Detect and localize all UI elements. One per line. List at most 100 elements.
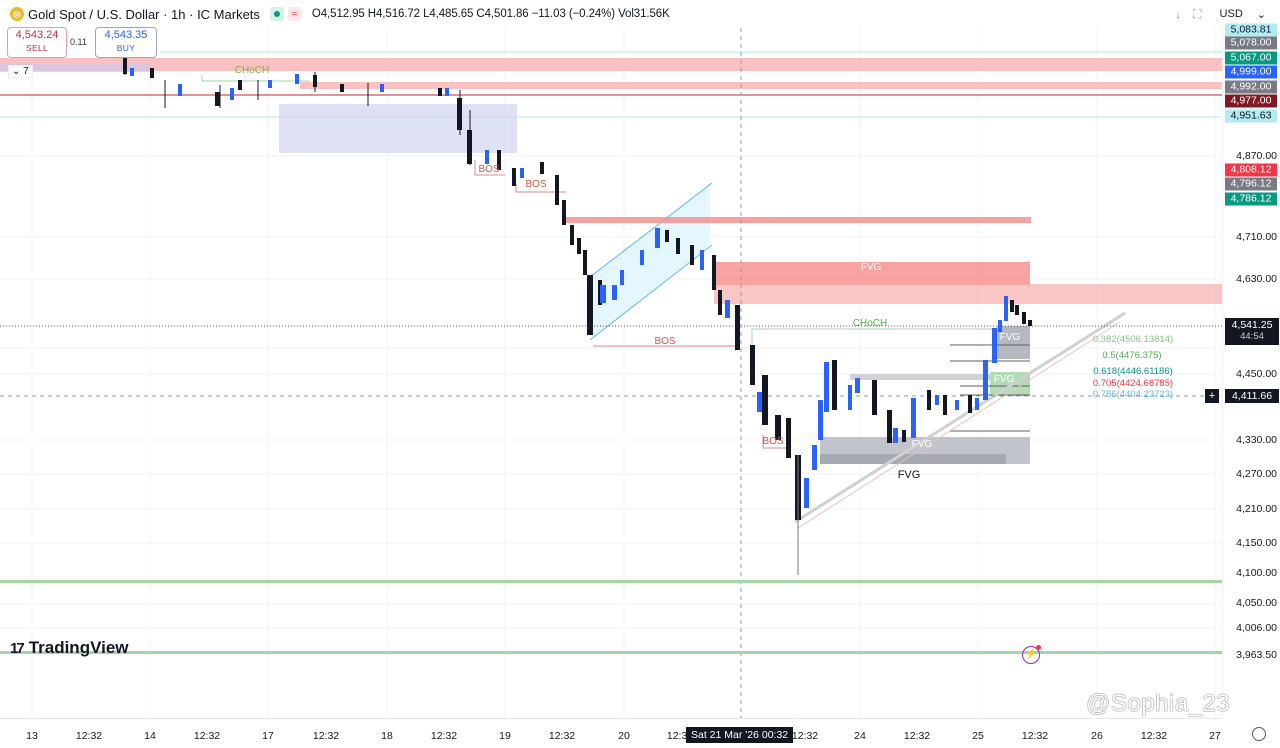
bos-label: BOS [762,436,783,447]
supply-zone-top [0,58,1222,71]
fvg-label: FVG [898,469,921,481]
time-tick: 12:32 [1021,730,1049,742]
time-tick: 20 [618,730,630,742]
time-tick: 12:32 [548,730,576,742]
svg-text:0.382(4506.13814): 0.382(4506.13814) [1093,334,1173,345]
price-tick: 3,963.50 [1236,649,1277,661]
svg-text:0.786(4404.23723): 0.786(4404.23723) [1093,389,1173,400]
grid-lines [0,28,1222,718]
fvg-big-red [714,262,1030,285]
ohlc-values: O4,512.95 H4,516.72 L4,485.65 C4,501.86 … [311,8,670,20]
settings-icon[interactable] [1252,727,1266,741]
sell-price: 4,543.24 [15,29,59,41]
fvg-label: FVG [912,439,933,450]
price-tag: 5,078.00 [1225,36,1277,50]
buy-button[interactable]: 4,543.35 BUY [95,27,157,58]
symbol-title[interactable]: Gold Spot / U.S. Dollar · 1h · IC Market… [28,6,260,22]
currency-select[interactable]: USD ⌄ [1214,8,1272,21]
price-tick: 4,630.00 [1236,273,1277,285]
time-tick: 12:32 [193,730,221,742]
time-tick: 12:32 [903,730,931,742]
price-tick: 4,270.00 [1236,468,1277,480]
chart-header: ◎ Gold Spot / U.S. Dollar · 1h · IC Mark… [0,0,1280,28]
time-tick: 12:32 [312,730,340,742]
bos-label: BOS [478,164,499,175]
time-tick: 25 [972,730,984,742]
orderblock-purple [279,104,517,153]
time-axis[interactable]: 13 12:32 14 12:32 17 12:32 18 12:32 19 1… [0,718,1222,748]
price-axis[interactable]: 5,083.81 5,078.00 5,067.00 4,999.00 4,99… [1205,23,1280,718]
choch-label: CHoCH [853,318,887,329]
crosshair-time-tag: Sat 21 Mar '26 00:32 [686,727,794,743]
svg-text:0.5(4476.375): 0.5(4476.375) [1102,350,1161,361]
currency-label: USD [1219,7,1243,20]
time-tick: 19 [499,730,511,742]
price-tick: 4,330.00 [1236,434,1277,446]
price-tag: 5,067.00 [1225,51,1277,65]
buy-price: 4,543.35 [104,29,148,41]
candles [123,58,1032,575]
fvg-gray-upper [997,326,1030,359]
time-tick: 13 [26,730,38,742]
lightning-alert-icon[interactable]: ⚡ [1022,645,1041,664]
fvg-light-red [714,284,1222,304]
support-level-4100 [0,580,1222,583]
fib-labels: 0.382(4506.13814) 0.5(4476.375) 0.618(44… [1093,334,1173,400]
price-tag: 4,951.63 [1225,109,1277,123]
price-tag: 4,808.12 [1225,163,1277,177]
price-tag: 4,796.12 [1225,177,1277,191]
fullscreen-icon[interactable]: ⛶ [1193,6,1202,21]
market-open-icon [269,7,284,21]
crosshair-price-tag: 4,411.66 [1225,389,1279,403]
price-tick: 4,050.00 [1236,597,1277,609]
price-tag: 4,786.12 [1225,192,1277,206]
bos-label: BOS [654,336,675,347]
top-right-toolbar: ↓ ⛶ USD ⌄ [1175,0,1280,28]
tradingview-logo: 17 TradingView [10,638,129,658]
time-tick: 12:32 [430,730,458,742]
fvg-label: FVG [861,262,882,273]
time-tick: 12:32 [75,730,103,742]
fvg-label: FVG [994,374,1015,385]
sell-label: SELL [26,43,48,53]
time-tick: 24 [854,730,866,742]
time-tick: 18 [381,730,393,742]
download-icon[interactable]: ↓ [1175,7,1182,21]
svg-text:0.618(4446.61186): 0.618(4446.61186) [1093,366,1173,377]
choch-label: CHoCH [235,65,269,76]
time-tick: 12:32 [1140,730,1168,742]
supply-zone-mid [300,82,1222,89]
sell-button[interactable]: 4,543.24 SELL [7,27,67,58]
time-tick: 12:32 [791,730,819,742]
price-chart[interactable]: CHoCH BOS BOS BOS BOS CHoCH FVG FVG FVG … [0,28,1222,718]
price-tick: 4,450.00 [1236,368,1277,380]
price-tick: 4,870.00 [1236,150,1277,162]
user-watermark: @Sophia_23 [1086,690,1231,717]
price-tag: 5,083.81 [1225,23,1277,37]
last-price: 4,541.25 [1231,319,1273,331]
candle-countdown: 44:54 [1240,331,1264,342]
tradingview-name: TradingView [28,638,129,657]
time-tick: 14 [144,730,156,742]
bos-label: BOS [525,179,546,190]
price-tick: 4,150.00 [1236,537,1277,549]
chevron-down-icon: ⌄ [1256,8,1266,21]
support-level-3963 [0,651,1222,654]
price-tag: 4,977.00 [1225,94,1277,108]
buy-label: BUY [116,43,136,53]
tradingview-mark-icon: 17 [10,639,25,657]
price-tick: 4,100.00 [1236,567,1277,579]
price-tick: 4,210.00 [1236,503,1277,515]
add-alert-icon[interactable]: + [1205,389,1219,403]
svg-text:0.705(4424.66785): 0.705(4424.66785) [1093,378,1173,389]
time-tick: 26 [1091,730,1103,742]
fvg-label: FVG [1000,332,1021,343]
indicators-collapse-toggle[interactable]: ⌄ 7 [8,65,33,78]
symbol-logo-icon: ◎ [10,7,24,21]
time-tick: 27 [1209,730,1221,742]
spread-value: 0.11 [70,37,87,47]
price-tick: 4,006.00 [1236,622,1277,634]
indicator-status-icon: ≈ [287,7,302,21]
price-tag: 4,992.00 [1225,80,1277,94]
price-tick: 4,710.00 [1236,231,1277,243]
